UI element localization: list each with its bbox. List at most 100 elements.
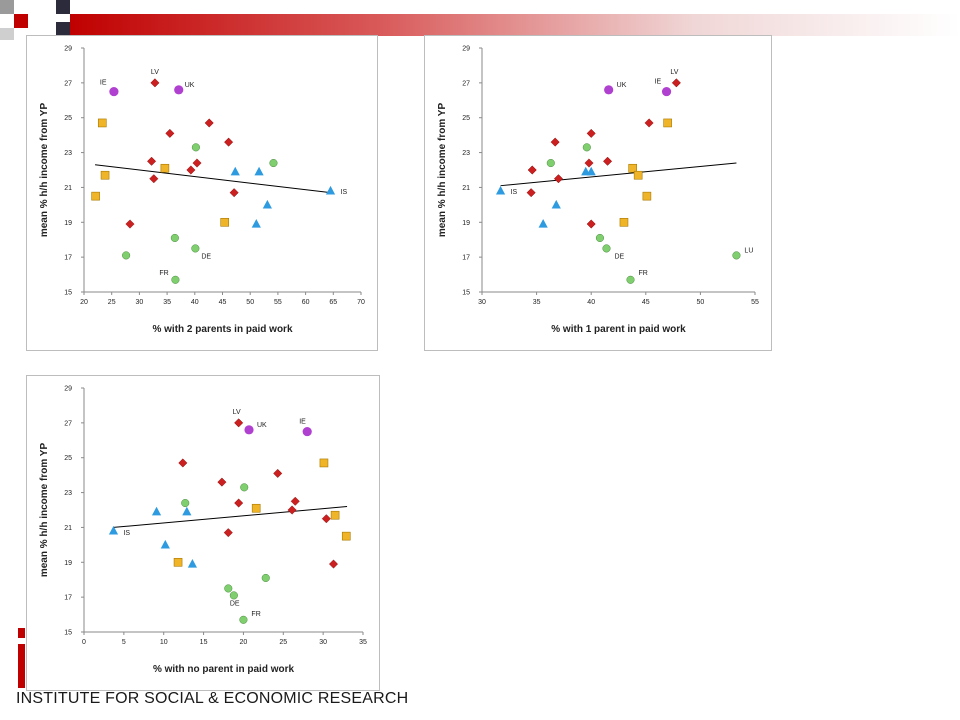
point-label: DE: [614, 253, 624, 260]
data-point-triangle: [187, 559, 198, 568]
x-tick-label: 20: [240, 639, 248, 646]
institute-name: INSTITUTE FOR SOCIAL & ECONOMIC RESEARCH: [16, 690, 409, 707]
data-point-diamond: [149, 174, 159, 184]
data-point-circle: [240, 483, 249, 492]
data-point-square: [220, 217, 230, 227]
data-point-square: [251, 503, 261, 513]
x-tick-label: 30: [136, 299, 144, 306]
y-tick-label: 29: [64, 46, 72, 53]
point-label: LV: [151, 69, 159, 76]
data-point-square: [319, 458, 329, 468]
x-tick-label: 60: [302, 299, 310, 306]
data-point-circle: [732, 251, 741, 260]
y-tick-label: 21: [64, 185, 72, 192]
logo-bar-1: [18, 644, 25, 688]
logo-dot: [18, 628, 25, 638]
x-tick-label: 30: [478, 299, 486, 306]
x-tick-label: 40: [587, 299, 595, 306]
y-tick-label: 27: [64, 80, 72, 87]
data-point-circle: [174, 85, 184, 95]
accent-square-dark: [56, 0, 70, 14]
chart-svg: 20 25 30 35 40 45 50 55 60 65 70 15 17 19 21 23 25 27 29 % …: [39, 46, 365, 336]
data-point-diamond: [527, 165, 537, 175]
trendline: [500, 162, 737, 187]
data-point-square: [341, 531, 351, 541]
data-point-triangle: [182, 506, 192, 516]
point-label: FR: [639, 270, 648, 277]
data-point-triangle: [151, 506, 162, 516]
data-point-triangle: [495, 185, 506, 195]
data-point-diamond: [217, 477, 227, 487]
chart-svg: 0 5 10 15 20 25 30 35 15 17 19 21 23 25 27 29 % with no …: [39, 386, 367, 676]
data-point-diamond: [150, 78, 160, 88]
data-point-diamond: [125, 219, 135, 229]
y-tick-label: 23: [64, 490, 72, 497]
accent-square-light: [0, 28, 14, 40]
y-axis-label: mean % h/h income from YP: [39, 103, 50, 238]
x-tick-label: 10: [160, 639, 168, 646]
accent-square-grey: [0, 0, 14, 14]
data-point-triangle: [538, 219, 548, 228]
point-label: UK: [257, 422, 267, 429]
data-point-diamond: [584, 158, 594, 168]
trendline: [113, 506, 348, 528]
title-accent-bar: [0, 0, 960, 40]
x-tick-label: 35: [359, 639, 367, 646]
x-tick-label: 40: [191, 299, 199, 306]
data-point-diamond: [186, 165, 196, 175]
x-tick-label: 50: [697, 299, 705, 306]
y-tick-label: 19: [462, 220, 470, 227]
data-point-circle: [191, 244, 200, 253]
y-tick-label: 15: [64, 630, 72, 637]
x-tick-label: 50: [246, 299, 254, 306]
institute-logo: [18, 628, 25, 688]
data-point-diamond: [586, 128, 596, 138]
x-tick-label: 65: [329, 299, 337, 306]
data-point-triangle: [262, 199, 272, 209]
data-point-circle: [604, 85, 614, 95]
data-point-square: [160, 163, 170, 173]
data-point-circle: [546, 158, 555, 168]
data-point-square: [663, 118, 672, 128]
y-tick-label: 19: [64, 560, 72, 567]
data-point-triangle: [230, 166, 240, 176]
data-point-triangle: [251, 219, 261, 228]
accent-square-dark-2: [56, 22, 70, 36]
trendline: [95, 164, 331, 194]
chart-panel-two-parents: 20 25 30 35 40 45 50 55 60 65 70 15 17 19 21 23 25 27 29 % …: [26, 35, 378, 351]
data-point-circle: [229, 591, 238, 600]
point-label: IE: [655, 79, 662, 86]
data-point-square: [173, 557, 183, 567]
data-point-diamond: [287, 505, 297, 515]
data-point-circle: [261, 573, 270, 583]
data-point-square: [100, 170, 110, 180]
data-point-diamond: [192, 158, 202, 168]
data-point-triangle: [160, 539, 170, 549]
point-label: IS: [341, 189, 348, 196]
data-point-triangle: [586, 166, 596, 176]
x-tick-label: 25: [108, 299, 116, 306]
data-point-circle: [595, 233, 604, 243]
data-point-triangle: [551, 199, 561, 209]
data-point-circle: [239, 615, 248, 624]
point-label: LU: [744, 247, 753, 254]
point-label: IE: [299, 419, 306, 426]
y-tick-label: 25: [462, 115, 470, 122]
point-label: UK: [185, 82, 195, 89]
x-tick-label: 5: [122, 639, 126, 646]
x-tick-label: 25: [279, 639, 287, 646]
x-tick-label: 55: [751, 299, 759, 306]
point-label: UK: [617, 82, 627, 89]
chart-panel-one-parent: 30 35 40 45 50 55 15 17 19 21 23 25 27 29 % with 1 par…: [424, 35, 772, 351]
y-tick-label: 21: [64, 525, 72, 532]
data-point-diamond: [234, 498, 244, 508]
data-point-circle: [181, 498, 190, 508]
data-point-diamond: [178, 458, 188, 468]
data-point-square: [330, 510, 340, 520]
x-tick-label: 45: [642, 299, 650, 306]
y-tick-label: 21: [462, 185, 470, 192]
data-point-diamond: [553, 174, 563, 184]
point-label: LV: [670, 69, 678, 76]
data-point-circle: [244, 425, 254, 435]
data-point-square: [642, 191, 652, 201]
